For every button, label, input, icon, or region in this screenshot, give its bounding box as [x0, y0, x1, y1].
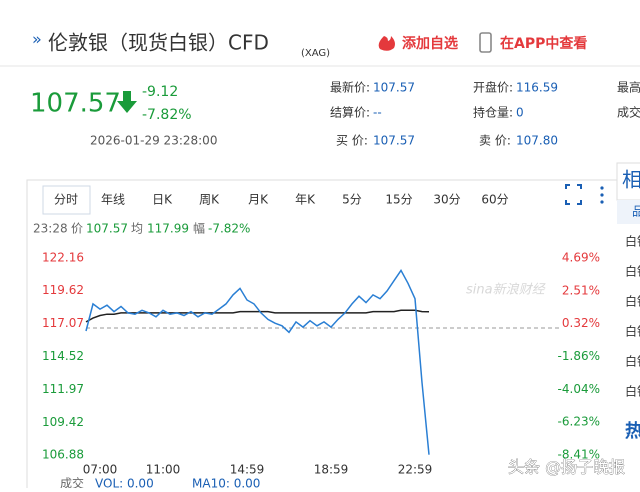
side-head-bg	[617, 200, 640, 224]
x-tick-label: 22:59	[398, 463, 433, 477]
x-tick-label: 18:59	[314, 463, 349, 477]
y2-tick-label: 2.51%	[562, 283, 600, 297]
y2-tick-label: -1.86%	[558, 349, 600, 363]
side-item: 白银	[625, 354, 640, 369]
field-value: 0	[516, 106, 524, 120]
add-watchlist[interactable]: 添加自选	[402, 35, 458, 52]
field-label: 开盘价:	[473, 80, 513, 95]
open-app[interactable]: 在APP中查看	[500, 35, 587, 52]
field-value: --	[373, 106, 382, 120]
volume-vol: VOL: 0.00	[95, 477, 154, 489]
side-hot: 热	[625, 420, 640, 442]
change: -9.12	[142, 84, 178, 100]
info-time: 23:28	[33, 222, 68, 236]
tab[interactable]: 年线	[101, 193, 125, 207]
side-item: 白银	[625, 324, 640, 339]
sina-watermark: sina新浪财经	[466, 282, 547, 298]
phone-icon	[479, 32, 492, 53]
price: 107.57	[30, 89, 121, 119]
code: (XAG)	[301, 48, 330, 59]
info-label: 价	[71, 222, 83, 236]
y-tick-label: 111.97	[42, 382, 84, 396]
side-head: 品	[632, 205, 640, 219]
y-tick-label: 119.62	[42, 283, 84, 297]
y2-tick-label: -8.41%	[558, 448, 600, 462]
info-range: -7.82%	[208, 222, 250, 236]
side-list: 白银白银白银白银白银白银	[625, 234, 640, 399]
side-title: 相	[622, 168, 640, 192]
y2-tick-label: 0.32%	[562, 316, 600, 330]
tab[interactable]: 月K	[248, 193, 269, 207]
y2-tick-label: -6.23%	[558, 415, 600, 429]
field-label: 结算价:	[330, 105, 370, 120]
chart-panel	[26, 179, 640, 492]
tab[interactable]: 30分	[433, 193, 460, 207]
fullscreen[interactable]	[565, 184, 582, 205]
volume-ma: MA10: 0.00	[192, 477, 260, 489]
more[interactable]	[600, 186, 604, 204]
y-tick-label: 114.52	[42, 349, 84, 363]
tab[interactable]: 分时	[54, 193, 78, 207]
info-label: 均	[131, 222, 143, 236]
y-tick-label: 117.07	[42, 316, 84, 330]
side-item: 白银	[625, 264, 640, 279]
title: 伦敦银（现货白银）CFD	[48, 31, 269, 55]
field-label: 卖 价:	[479, 134, 511, 148]
field-label: 持仓量:	[473, 105, 513, 120]
series-line	[85, 268, 430, 455]
series-line	[85, 309, 430, 323]
time: 2026-01-29 23:28:00	[90, 134, 217, 148]
tab[interactable]: 年K	[295, 193, 316, 207]
y-tick-label: 109.42	[42, 415, 84, 429]
side-item: 白银	[625, 384, 640, 399]
field-value: 107.80	[516, 134, 558, 148]
tab[interactable]: 周K	[199, 193, 220, 207]
tab[interactable]: 日K	[152, 193, 173, 207]
x-tick-label: 11:00	[146, 463, 181, 477]
field-label: 最新价:	[330, 80, 370, 95]
down-arrow	[117, 91, 137, 113]
field-value: 107.57	[373, 134, 415, 148]
volume-label: 成交	[60, 476, 84, 489]
y2-tick-label: -4.04%	[558, 382, 600, 396]
side-item: 白银	[625, 294, 640, 309]
plot: 122.16 119.62 117.07 114.52 111.97 109.42 106.…	[42, 251, 600, 477]
field-label: 最高	[617, 80, 640, 95]
field-label: 成交	[617, 105, 640, 120]
icon: »	[32, 30, 42, 49]
y2-tick-label: 4.69%	[562, 251, 600, 265]
y-tick-label: 106.88	[42, 448, 84, 462]
tab[interactable]: 15分	[385, 193, 412, 207]
side-item: 白银	[625, 234, 640, 249]
x-tick-label: 14:59	[230, 463, 265, 477]
tab[interactable]: 60分	[481, 193, 508, 207]
change-pct: -7.82%	[142, 107, 192, 123]
field-value: 107.57	[373, 81, 415, 95]
info-label: 幅	[193, 221, 205, 236]
info-avg: 117.99	[147, 222, 189, 236]
watermark: 头条 @扬子晚报	[508, 458, 625, 477]
fire-icon	[378, 36, 395, 51]
active-tab	[42, 185, 91, 215]
tabs: 分时 年线 日K 周K 月K 年K 5分 15分 30分 60分	[54, 193, 509, 207]
field-value: 116.59	[516, 81, 558, 95]
info-price: 107.57	[86, 222, 128, 236]
x-tick-label: 07:00	[83, 463, 118, 477]
field-label: 买 价:	[336, 134, 368, 148]
y-tick-label: 122.16	[42, 251, 84, 265]
tab[interactable]: 5分	[342, 193, 362, 207]
